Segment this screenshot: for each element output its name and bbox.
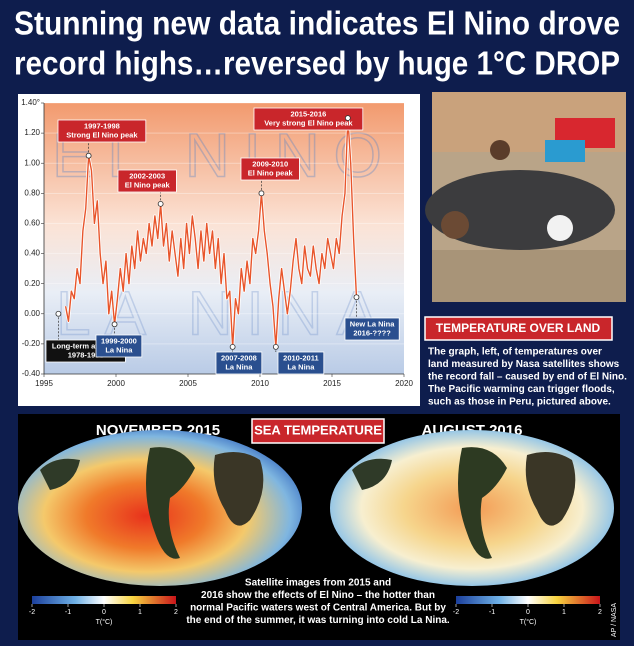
caption-line: 2016 show the effects of El Nino – the h… bbox=[201, 590, 435, 601]
annotation-text: 2002-2003 bbox=[129, 171, 165, 180]
y-tick-label: 1.40° bbox=[21, 98, 40, 107]
colorbar-tick-label: 1 bbox=[138, 609, 142, 616]
y-tick-label: 1.00 bbox=[24, 158, 40, 167]
colorbar-tick-label: -2 bbox=[453, 609, 459, 616]
land-title: TEMPERATURE OVER LAND bbox=[436, 321, 601, 335]
x-tick-label: 2020 bbox=[395, 379, 413, 388]
sea-title: SEA TEMPERATURE bbox=[254, 422, 382, 437]
y-tick-label: 0.80 bbox=[24, 188, 40, 197]
y-tick-label: 0.20 bbox=[24, 279, 40, 288]
x-tick-label: 2005 bbox=[179, 379, 197, 388]
headline: Stunning new data indicates El Nino drov… bbox=[14, 5, 620, 42]
y-tick-label: 1.20 bbox=[24, 128, 40, 137]
annotation-text: La Nina bbox=[225, 362, 253, 371]
annotation-text: El Nino peak bbox=[248, 168, 294, 177]
headline: record highs…reversed by huge 1°C DROP bbox=[14, 45, 620, 82]
annotation-text: Strong El Nino peak bbox=[66, 130, 138, 139]
annotation-text: 2007-2008 bbox=[221, 353, 257, 362]
colorbar-tick-label: -1 bbox=[65, 609, 71, 616]
credit: AP / NASA bbox=[611, 603, 618, 637]
colorbar-tick-label: 1 bbox=[562, 609, 566, 616]
annotation-point bbox=[344, 115, 351, 121]
caption-line: normal Pacific waters west of Central Am… bbox=[190, 603, 446, 614]
annotation-point bbox=[229, 343, 236, 350]
annotation-box bbox=[277, 351, 325, 375]
annotation-box bbox=[215, 351, 263, 375]
annotation-text: 1997-1998 bbox=[84, 121, 120, 130]
caption-line: The graph, left, of temperatures over bbox=[428, 347, 602, 358]
caption-line: The Pacific warming can trigger floods, bbox=[428, 384, 615, 395]
colorbar-tick-label: 0 bbox=[526, 609, 530, 616]
y-tick-label: 0.40 bbox=[24, 249, 40, 258]
annotation-box bbox=[117, 169, 177, 193]
annotation-text: 1999-2000 bbox=[101, 336, 137, 345]
line bbox=[64, 117, 358, 348]
colorbar-tick-label: -1 bbox=[489, 609, 495, 616]
caption-line: Satellite images from 2015 and bbox=[245, 578, 391, 589]
colorbar bbox=[32, 596, 176, 604]
colorbar-tick-label: 2 bbox=[174, 609, 178, 616]
annotation-box bbox=[95, 334, 143, 358]
land-caption: The graph, left, of temperatures overlan… bbox=[428, 347, 627, 408]
annotation-point bbox=[55, 310, 62, 317]
y-tick-label: -0.40 bbox=[22, 369, 41, 378]
annotation-point bbox=[353, 294, 360, 301]
x-tick-label: 2015 bbox=[323, 379, 341, 388]
map-2015 bbox=[18, 430, 302, 586]
annotation-point bbox=[272, 343, 279, 350]
y-tick-label: -0.20 bbox=[22, 339, 41, 348]
y-tick-label: 0.60 bbox=[24, 219, 40, 228]
colorbar-tick-label: -2 bbox=[29, 609, 35, 616]
annotation-point bbox=[258, 190, 265, 197]
annotation-text: 2009-2010 bbox=[252, 159, 288, 168]
annotation-text: La Nina bbox=[105, 345, 133, 354]
caption-line: land measured by Nasa satellites shows bbox=[428, 359, 620, 370]
colorbar-label: T(°C) bbox=[96, 618, 113, 626]
annotation-text: 2010-2011 bbox=[283, 353, 318, 362]
annotation-text: New La Nina bbox=[350, 319, 395, 328]
x-tick-label: 1995 bbox=[35, 379, 53, 388]
colorbar-tick-label: 2 bbox=[598, 609, 602, 616]
x-tick-label: 2010 bbox=[251, 379, 269, 388]
y-tick-label: 0.00 bbox=[24, 309, 40, 318]
sea-title-box bbox=[251, 418, 385, 444]
caption-line: the record fall – caused by end of El Ni… bbox=[428, 372, 627, 383]
caption-line: such as those in Peru, pictured above. bbox=[428, 397, 611, 408]
annotation-point bbox=[111, 321, 118, 328]
annotation-point bbox=[85, 152, 92, 159]
annotation-text: El Nino peak bbox=[125, 180, 171, 189]
annotation-text: 2016-???? bbox=[353, 328, 391, 337]
annotation-text: 2015-2016 bbox=[290, 109, 326, 118]
plot-area bbox=[44, 103, 404, 374]
colorbar bbox=[456, 596, 600, 604]
photo bbox=[425, 92, 626, 302]
annotation-box bbox=[57, 119, 147, 143]
land-title-box bbox=[424, 316, 613, 341]
annotation-text: Very strong El Nino peak bbox=[264, 118, 353, 127]
caption-line: the end of the summer, it was turning in… bbox=[186, 615, 450, 626]
annotation-box bbox=[240, 157, 300, 181]
colorbar-label: T(°C) bbox=[520, 618, 537, 626]
x-tick-label: 2000 bbox=[107, 379, 125, 388]
annotation-text: 1978-1998 bbox=[68, 350, 104, 359]
colorbar-tick-label: 0 bbox=[102, 609, 106, 616]
annotation-box bbox=[344, 317, 400, 341]
annotation-text: La Nina bbox=[287, 362, 315, 371]
annotation-text: Long-term average bbox=[52, 341, 120, 350]
annotation-box bbox=[253, 107, 364, 131]
map-2016 bbox=[330, 430, 614, 586]
annotation-point bbox=[157, 200, 164, 207]
